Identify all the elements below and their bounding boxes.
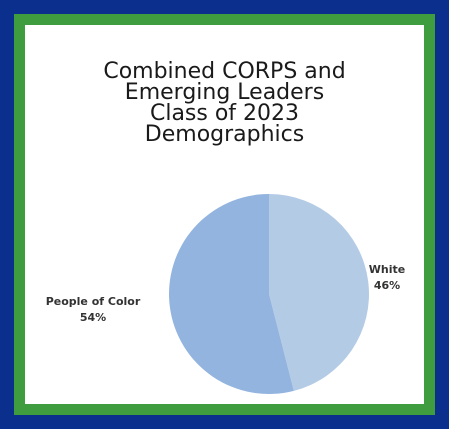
slice-label-percent: 54% — [79, 311, 107, 324]
slice-label-percent: 46% — [373, 279, 401, 292]
slice-label-people-of-color: People of Color 54% — [31, 294, 155, 326]
slice-label-name: White — [368, 263, 406, 276]
pie-slice-people-of-color — [169, 194, 294, 394]
chart-panel: Combined CORPS and Emerging Leaders Clas… — [25, 25, 424, 404]
chart-title-line: Demographics — [144, 122, 305, 147]
chart-title-line: Combined CORPS and — [103, 59, 346, 84]
pie-chart — [169, 193, 370, 394]
slice-label-white: White 46% — [362, 262, 412, 294]
chart-title: Combined CORPS and Emerging Leaders Clas… — [25, 59, 424, 147]
slice-label-name: People of Color — [45, 295, 141, 308]
chart-title-line: Class of 2023 — [149, 101, 300, 126]
chart-title-line: Emerging Leaders — [124, 80, 325, 105]
pie-slice-white — [269, 193, 370, 391]
